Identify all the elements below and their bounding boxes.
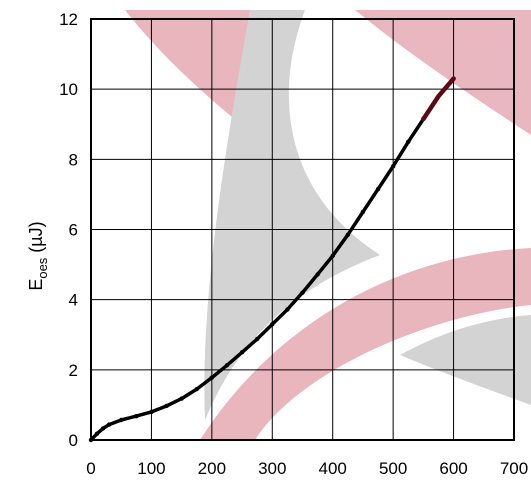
watermark-pink-arc-top: [125, 10, 250, 122]
data-point: [119, 417, 124, 423]
data-point: [149, 409, 154, 415]
watermark-pink-arc-bottom: [200, 248, 531, 440]
y-axis-label-subscript: oes: [35, 257, 50, 278]
data-point: [270, 322, 275, 327]
x-tick-label: 700: [500, 459, 528, 478]
data-point: [106, 422, 112, 427]
data-point: [390, 164, 396, 169]
series: [88, 76, 456, 443]
data-point: [224, 363, 230, 368]
data-point: [239, 350, 245, 355]
y-tick-label: 6: [69, 221, 78, 240]
series-line-end-segment: [421, 76, 456, 122]
data-point: [436, 93, 441, 99]
data-point: [300, 290, 305, 295]
data-point: [330, 253, 335, 259]
watermark-pink-arc-right: [355, 10, 531, 135]
y-axis-label-unit: (µJ): [26, 221, 46, 252]
watermark-logo: [125, 10, 531, 440]
data-point: [345, 232, 351, 237]
data-point: [360, 209, 366, 215]
data-point: [209, 375, 215, 380]
y-axis-label: Eoes (µJ): [26, 221, 50, 290]
data-point: [285, 307, 290, 312]
watermark-gray-arc-bottom: [400, 315, 531, 405]
plot-area-frame: [90, 18, 515, 441]
y-tick-label: 12: [59, 10, 78, 29]
x-tick-label: 100: [137, 459, 165, 478]
x-tick-label: 0: [86, 459, 95, 478]
x-tick-label: 400: [319, 459, 347, 478]
data-point: [254, 336, 260, 342]
y-axis-label-main: E: [26, 279, 46, 291]
data-point: [451, 76, 456, 81]
data-point: [164, 403, 169, 409]
data-point: [375, 186, 381, 192]
y-tick-label: 2: [69, 361, 78, 380]
data-point: [179, 396, 184, 401]
data-point: [134, 413, 139, 419]
data-point: [406, 139, 411, 144]
data-point: [94, 431, 100, 436]
x-tick-label: 300: [258, 459, 286, 478]
y-tick-label: 10: [59, 80, 78, 99]
y-tick-label: 0: [69, 431, 78, 450]
data-point: [315, 272, 320, 277]
tick-labels: 0 100 200 300 400 500 600 700 0 2 4 6 8 10 12: [59, 10, 528, 478]
watermark-gray-arc: [204, 10, 380, 420]
x-tick-label: 500: [379, 459, 407, 478]
data-point: [421, 116, 426, 122]
x-tick-label: 200: [198, 459, 226, 478]
data-point: [194, 386, 199, 392]
y-tick-label: 4: [69, 291, 78, 310]
data-point: [100, 426, 106, 431]
x-tick-label: 600: [439, 459, 467, 478]
y-tick-label: 8: [69, 150, 78, 169]
